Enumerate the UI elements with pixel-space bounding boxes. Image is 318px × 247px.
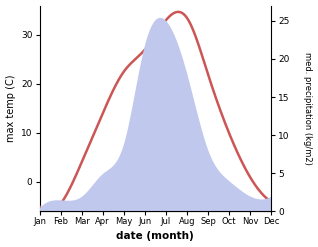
X-axis label: date (month): date (month) xyxy=(116,231,194,242)
Y-axis label: med. precipitation (kg/m2): med. precipitation (kg/m2) xyxy=(303,52,313,165)
Y-axis label: max temp (C): max temp (C) xyxy=(5,75,16,142)
